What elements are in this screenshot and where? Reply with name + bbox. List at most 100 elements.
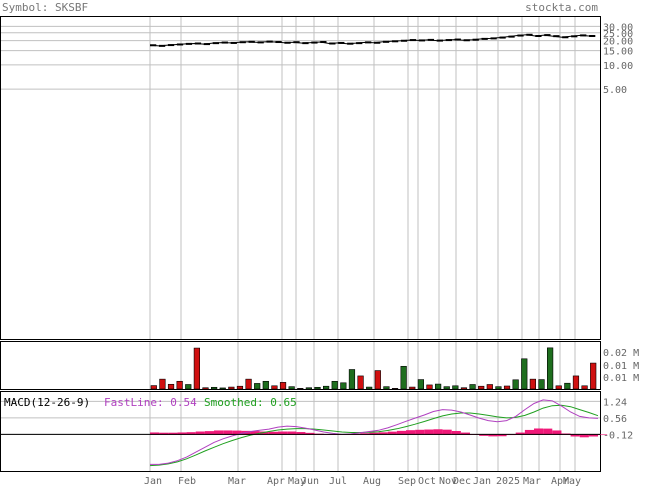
macd-hist-bar (214, 430, 224, 435)
volume-bar (150, 385, 157, 390)
macd-axis: 1.24 0.56 -0.12 (1, 397, 633, 441)
volume-bar (211, 386, 218, 390)
volume-bar (271, 385, 278, 390)
macd-hist-bar (287, 431, 297, 435)
price-line (149, 34, 590, 47)
volume-bar (538, 379, 545, 390)
volume-bar (314, 386, 321, 390)
macd-hist-bar (570, 434, 580, 437)
volume-axis: 0.02 M 0.01 M0.01 M (603, 348, 639, 384)
volume-tick-label: 0.02 M (603, 348, 639, 359)
volume-bar (245, 378, 252, 390)
volume-bar (503, 385, 511, 390)
volume-bar (236, 385, 244, 390)
macd-hist-bar (488, 434, 498, 437)
x-tick-label: Oct (418, 476, 436, 486)
x-tick-label: Jan (144, 476, 162, 486)
macd-hist-bar (204, 431, 214, 435)
macd-hist-bar (378, 432, 388, 435)
volume-bar (297, 388, 304, 390)
symbol-label: Symbol: SKSBF (2, 1, 88, 14)
x-tick-label: 2025 (496, 476, 520, 486)
volume-bar (193, 347, 200, 390)
volume-bar (564, 382, 571, 390)
volume-bar (417, 379, 424, 390)
volume-bar (572, 375, 580, 390)
volume-bar (262, 380, 269, 390)
macd-lines (149, 399, 599, 467)
volume-bar (374, 370, 381, 390)
macd-hist-bar (479, 434, 489, 436)
x-tick-label: Jun (301, 476, 319, 486)
volume-tick-label: 0.01 M (603, 361, 639, 372)
macd-hist-bar (250, 431, 260, 435)
volume-bar (219, 387, 226, 390)
price-panel-frame (0, 16, 601, 340)
volume-bar (305, 387, 312, 390)
volume-bar (323, 385, 330, 390)
volume-bar (547, 347, 554, 390)
volume-bar (185, 384, 192, 390)
x-tick-label: Apr (551, 476, 569, 486)
macd-hist-bar (296, 432, 306, 435)
macd-hist-bar (415, 429, 425, 435)
volume-bar (202, 387, 209, 390)
macd-hist-bar (515, 432, 525, 435)
volume-bar (495, 386, 502, 390)
x-tick-label: Feb (178, 476, 196, 486)
macd-hist-bar (223, 430, 233, 435)
volume-bars (150, 347, 597, 390)
macd-hist-bar (543, 428, 553, 435)
volume-bar (366, 386, 373, 390)
macd-tick-label: -0.12 (603, 430, 633, 441)
macd-smoothed-line (149, 404, 599, 467)
volume-bar (478, 385, 485, 390)
price-tick-label: 10.00 (603, 61, 633, 72)
macd-hist-bar (387, 431, 397, 435)
macd-hist-bar (524, 429, 534, 435)
price-series (149, 33, 596, 47)
volume-bar (581, 385, 588, 390)
volume-bar (590, 362, 597, 390)
x-tick-label: Mar (523, 476, 541, 486)
volume-bar (452, 385, 459, 390)
macd-title: MACD(12-26-9) (4, 396, 90, 409)
volume-bar (254, 383, 261, 390)
x-tick-label: Sep (398, 476, 416, 486)
macd-hist-bar (186, 432, 196, 435)
volume-bar (167, 383, 175, 390)
volume-bar (176, 380, 183, 390)
macd-hist-bar (177, 432, 187, 435)
volume-bar (426, 384, 433, 390)
macd-hist-bar (406, 430, 416, 435)
macd-panel-frame (0, 391, 601, 472)
volume-bar (512, 379, 519, 390)
macd-hist-bar (159, 432, 169, 435)
macd-hist-bar (588, 434, 598, 437)
macd-hist-bar (195, 431, 205, 435)
price-tick-label: 25.00 (603, 29, 633, 40)
volume-bar (288, 386, 295, 390)
macd-hist-bar (369, 432, 379, 435)
volume-bar (409, 386, 416, 390)
macd-hist-bar (150, 432, 160, 435)
macd-hist-bar (424, 429, 434, 435)
price-tick-label: 20.00 (603, 37, 633, 48)
x-tick-label: May (563, 476, 581, 486)
x-tick-label: May (288, 476, 306, 486)
volume-bar (521, 358, 528, 390)
volume-tick-label: 0.01 M (603, 373, 639, 384)
x-tick-label: Dec (453, 476, 471, 486)
macd-hist-bar (497, 434, 507, 437)
macd-tick-label: 1.24 (603, 397, 627, 408)
volume-bar (340, 382, 347, 390)
macd-tick-label: 0.56 (603, 414, 627, 425)
x-tick-label: Jul (329, 476, 347, 486)
macd-hist-bar (168, 432, 178, 435)
volume-bar (469, 384, 476, 390)
volume-panel-frame (0, 341, 601, 390)
macd-hist-bar (579, 434, 589, 438)
macd-hist-bar (552, 430, 562, 435)
